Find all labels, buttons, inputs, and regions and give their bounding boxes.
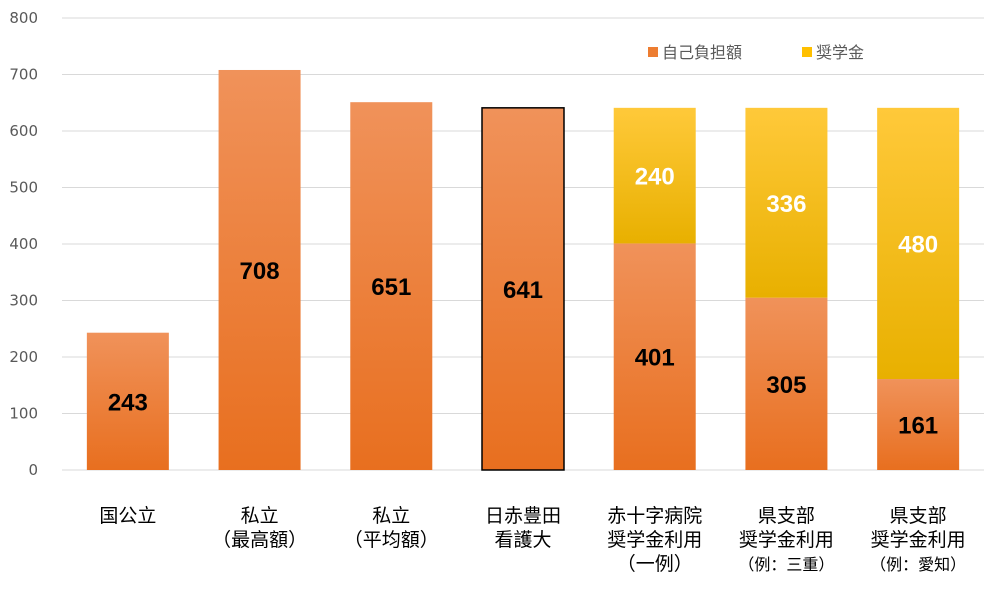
category-label: （例：三重）: [738, 555, 834, 574]
data-label: 401: [635, 345, 675, 372]
category-label: 県支部: [758, 505, 815, 527]
data-label: 305: [766, 372, 806, 399]
category-label: 奨学金利用: [607, 529, 702, 551]
x-axis-category-labels: 国公立 私立（最高額）私立（平均額）日赤豊田看護大赤十字病院奨学金利用（一例）県支…: [99, 505, 966, 575]
bars: [86, 69, 960, 471]
legend-swatch: [648, 47, 658, 57]
category-label: 奨学金利用: [871, 529, 966, 551]
category-label: 赤十字病院: [607, 505, 702, 527]
y-tick-label: 300: [9, 292, 38, 310]
category-label: （例：愛知）: [870, 555, 966, 574]
y-axis-tick-labels: 0 100 200 300 400 500 600 700 800: [9, 9, 38, 479]
bar-self-pay: [877, 379, 960, 470]
category-label: （平均額）: [344, 529, 439, 551]
category-label: 日赤豊田: [485, 505, 561, 527]
bar-self-pay: [218, 69, 301, 470]
y-tick-label: 200: [9, 348, 38, 366]
category-label: 私立: [372, 505, 410, 527]
y-tick-label: 800: [9, 9, 38, 27]
bar-self-pay: [86, 332, 169, 470]
y-tick-label: 100: [9, 405, 38, 423]
y-tick-label: 700: [9, 66, 38, 84]
data-label: 336: [766, 191, 806, 218]
category-label: 国公立: [99, 505, 156, 527]
category-label: （最高額）: [212, 529, 307, 551]
y-tick-label: 0: [28, 461, 38, 479]
bar-self-pay: [481, 107, 565, 471]
legend-swatch: [802, 47, 812, 57]
legend-label: 自己負担額: [662, 43, 742, 62]
category-label: 県支部: [890, 505, 947, 527]
category-label: （一例）: [617, 553, 693, 575]
category-label: 私立: [241, 505, 279, 527]
bar-self-pay: [745, 297, 828, 470]
y-tick-label: 500: [9, 179, 38, 197]
bar-self-pay: [350, 102, 433, 470]
bar-scholarship: [745, 107, 828, 298]
data-labels: 243 708 651 641 401 240 305 336 161 480: [108, 164, 938, 440]
data-label: 651: [371, 274, 411, 301]
category-label: 奨学金利用: [739, 529, 834, 551]
y-tick-label: 600: [9, 122, 38, 140]
category-label: 看護大: [494, 529, 551, 551]
bar-self-pay: [613, 243, 696, 470]
data-label: 641: [503, 277, 543, 304]
data-label: 243: [108, 389, 148, 416]
bar-scholarship: [613, 107, 696, 244]
legend: 自己負担額 奨学金: [648, 43, 864, 62]
y-tick-label: 400: [9, 235, 38, 253]
data-label: 240: [635, 164, 675, 191]
bar-scholarship: [877, 107, 960, 380]
data-label: 161: [898, 413, 938, 440]
legend-label: 奨学金: [816, 43, 864, 62]
data-label: 480: [898, 231, 938, 258]
data-label: 708: [240, 258, 280, 285]
